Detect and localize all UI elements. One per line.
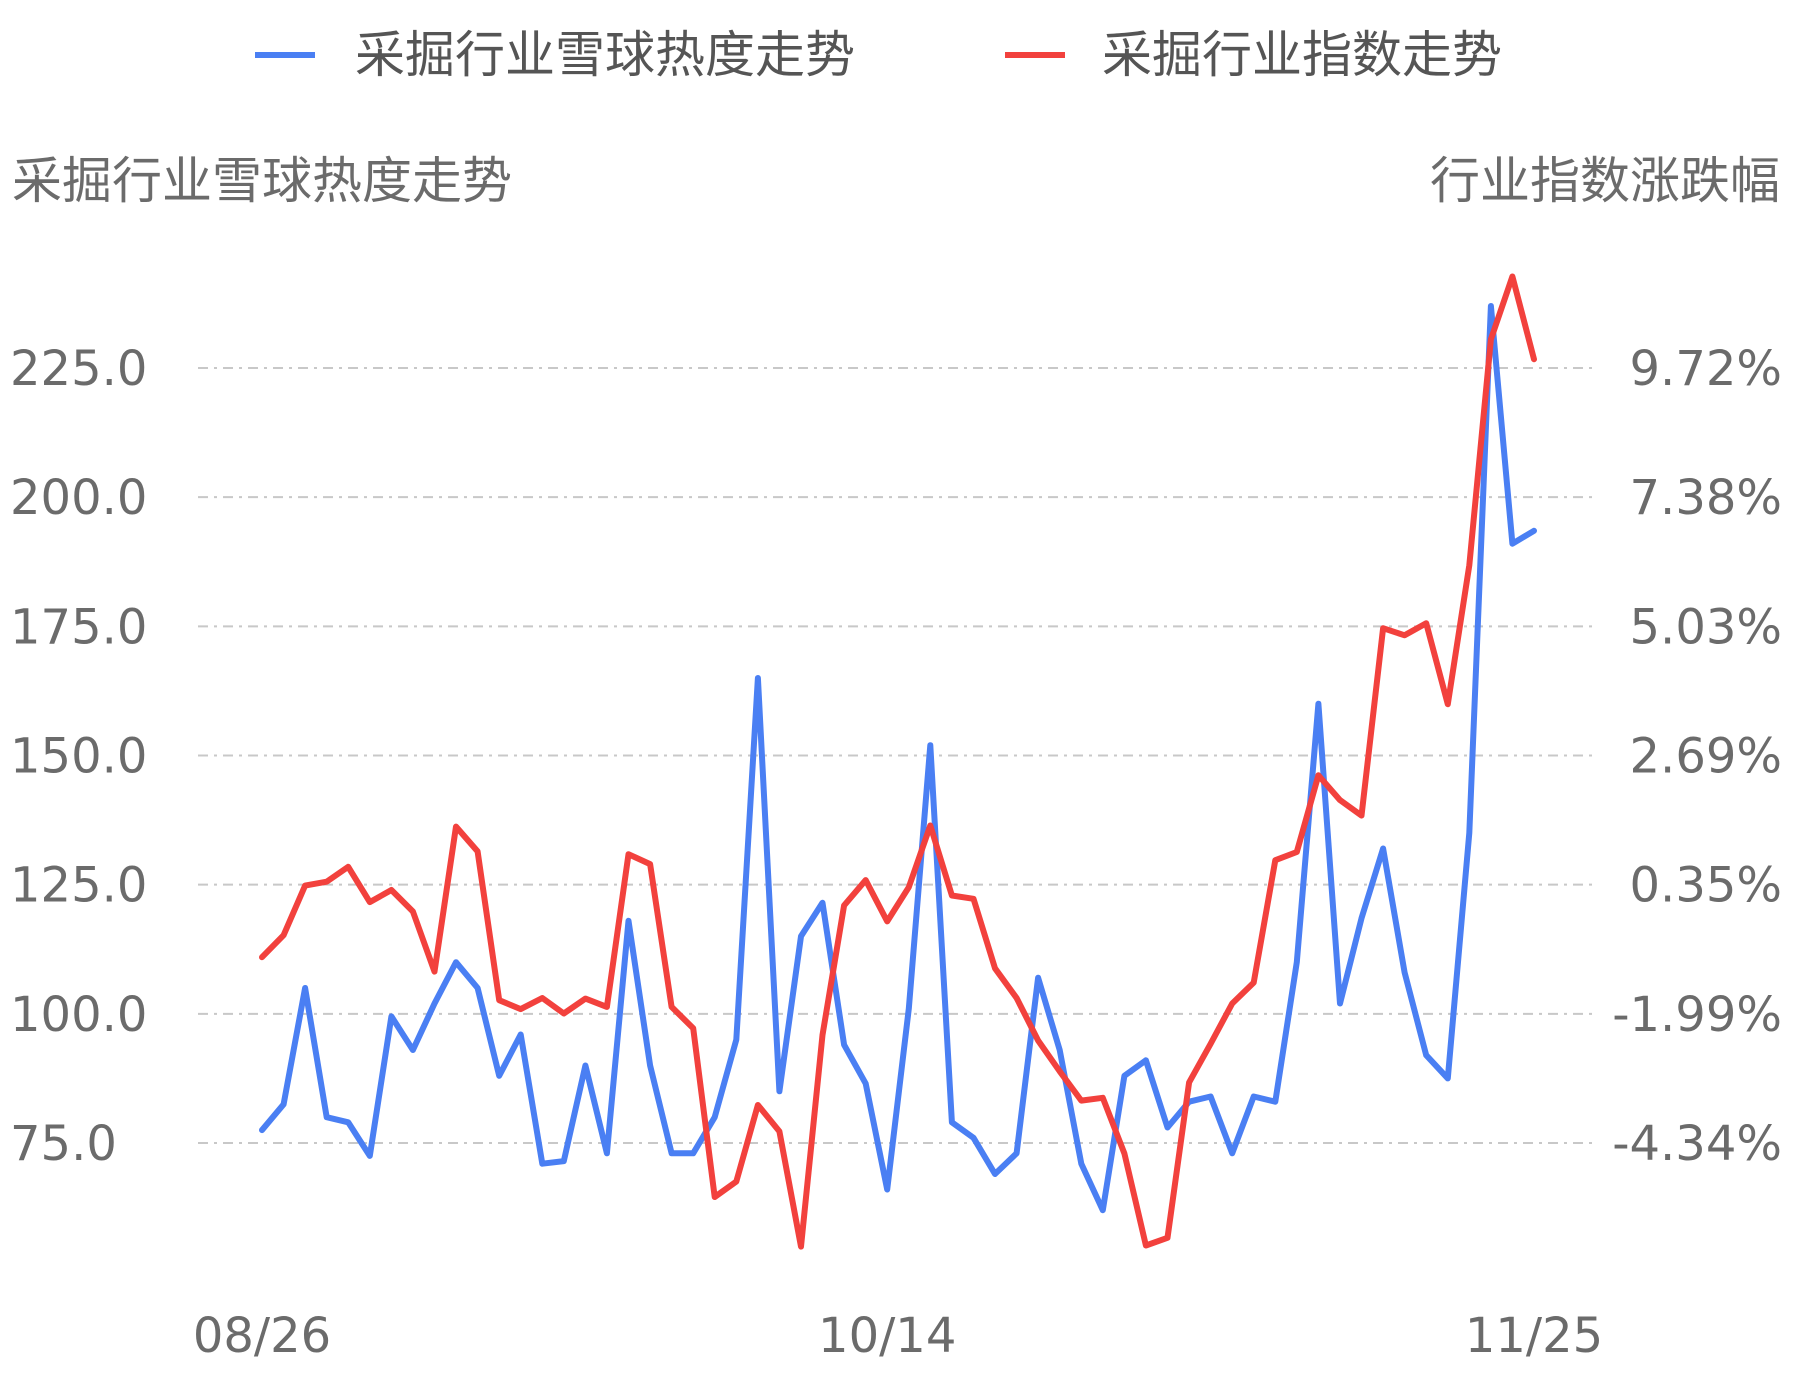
right-axis-title: 行业指数涨跌幅 bbox=[1430, 152, 1780, 210]
left-axis-ticks: 225.0 200.0 175.0 150.0 125.0 100.0 75.0 bbox=[10, 341, 147, 1172]
right-tick-label: 9.72% bbox=[1630, 341, 1782, 397]
left-axis-title: 采掘行业雪球热度走势 bbox=[12, 152, 512, 210]
right-tick-label: -4.34% bbox=[1612, 1116, 1782, 1172]
legend-label-index: 采掘行业指数走势 bbox=[1102, 26, 1502, 84]
x-tick-label: 11/25 bbox=[1465, 1308, 1603, 1364]
left-tick-label: 75.0 bbox=[10, 1116, 117, 1172]
x-axis-ticks: 08/26 10/14 11/25 bbox=[193, 1308, 1603, 1364]
left-tick-label: 100.0 bbox=[10, 987, 147, 1043]
legend-item-index[interactable]: 采掘行业指数走势 bbox=[1005, 26, 1502, 84]
left-tick-label: 150.0 bbox=[10, 729, 147, 785]
legend-label-heat: 采掘行业雪球热度走势 bbox=[355, 26, 855, 84]
series-line-index[interactable] bbox=[259, 273, 1537, 1250]
right-axis-ticks: 9.72% 7.38% 5.03% 2.69% 0.35% -1.99% -4.34% bbox=[1612, 341, 1782, 1172]
gridlines bbox=[198, 367, 1598, 1144]
series-lines bbox=[259, 273, 1537, 1250]
right-tick-label: 7.38% bbox=[1630, 470, 1782, 526]
x-tick-label: 10/14 bbox=[818, 1308, 956, 1364]
left-tick-label: 225.0 bbox=[10, 341, 147, 397]
legend: 采掘行业雪球热度走势 采掘行业指数走势 bbox=[255, 26, 1502, 84]
left-tick-label: 175.0 bbox=[10, 599, 147, 655]
right-tick-label: 0.35% bbox=[1630, 858, 1782, 914]
right-tick-label: -1.99% bbox=[1612, 987, 1782, 1043]
left-tick-label: 125.0 bbox=[10, 858, 147, 914]
legend-item-heat[interactable]: 采掘行业雪球热度走势 bbox=[255, 26, 855, 84]
series-line-heat[interactable] bbox=[259, 303, 1537, 1214]
right-tick-label: 5.03% bbox=[1630, 599, 1782, 655]
right-tick-label: 2.69% bbox=[1630, 729, 1782, 785]
left-tick-label: 200.0 bbox=[10, 470, 147, 526]
x-tick-label: 08/26 bbox=[193, 1308, 331, 1364]
